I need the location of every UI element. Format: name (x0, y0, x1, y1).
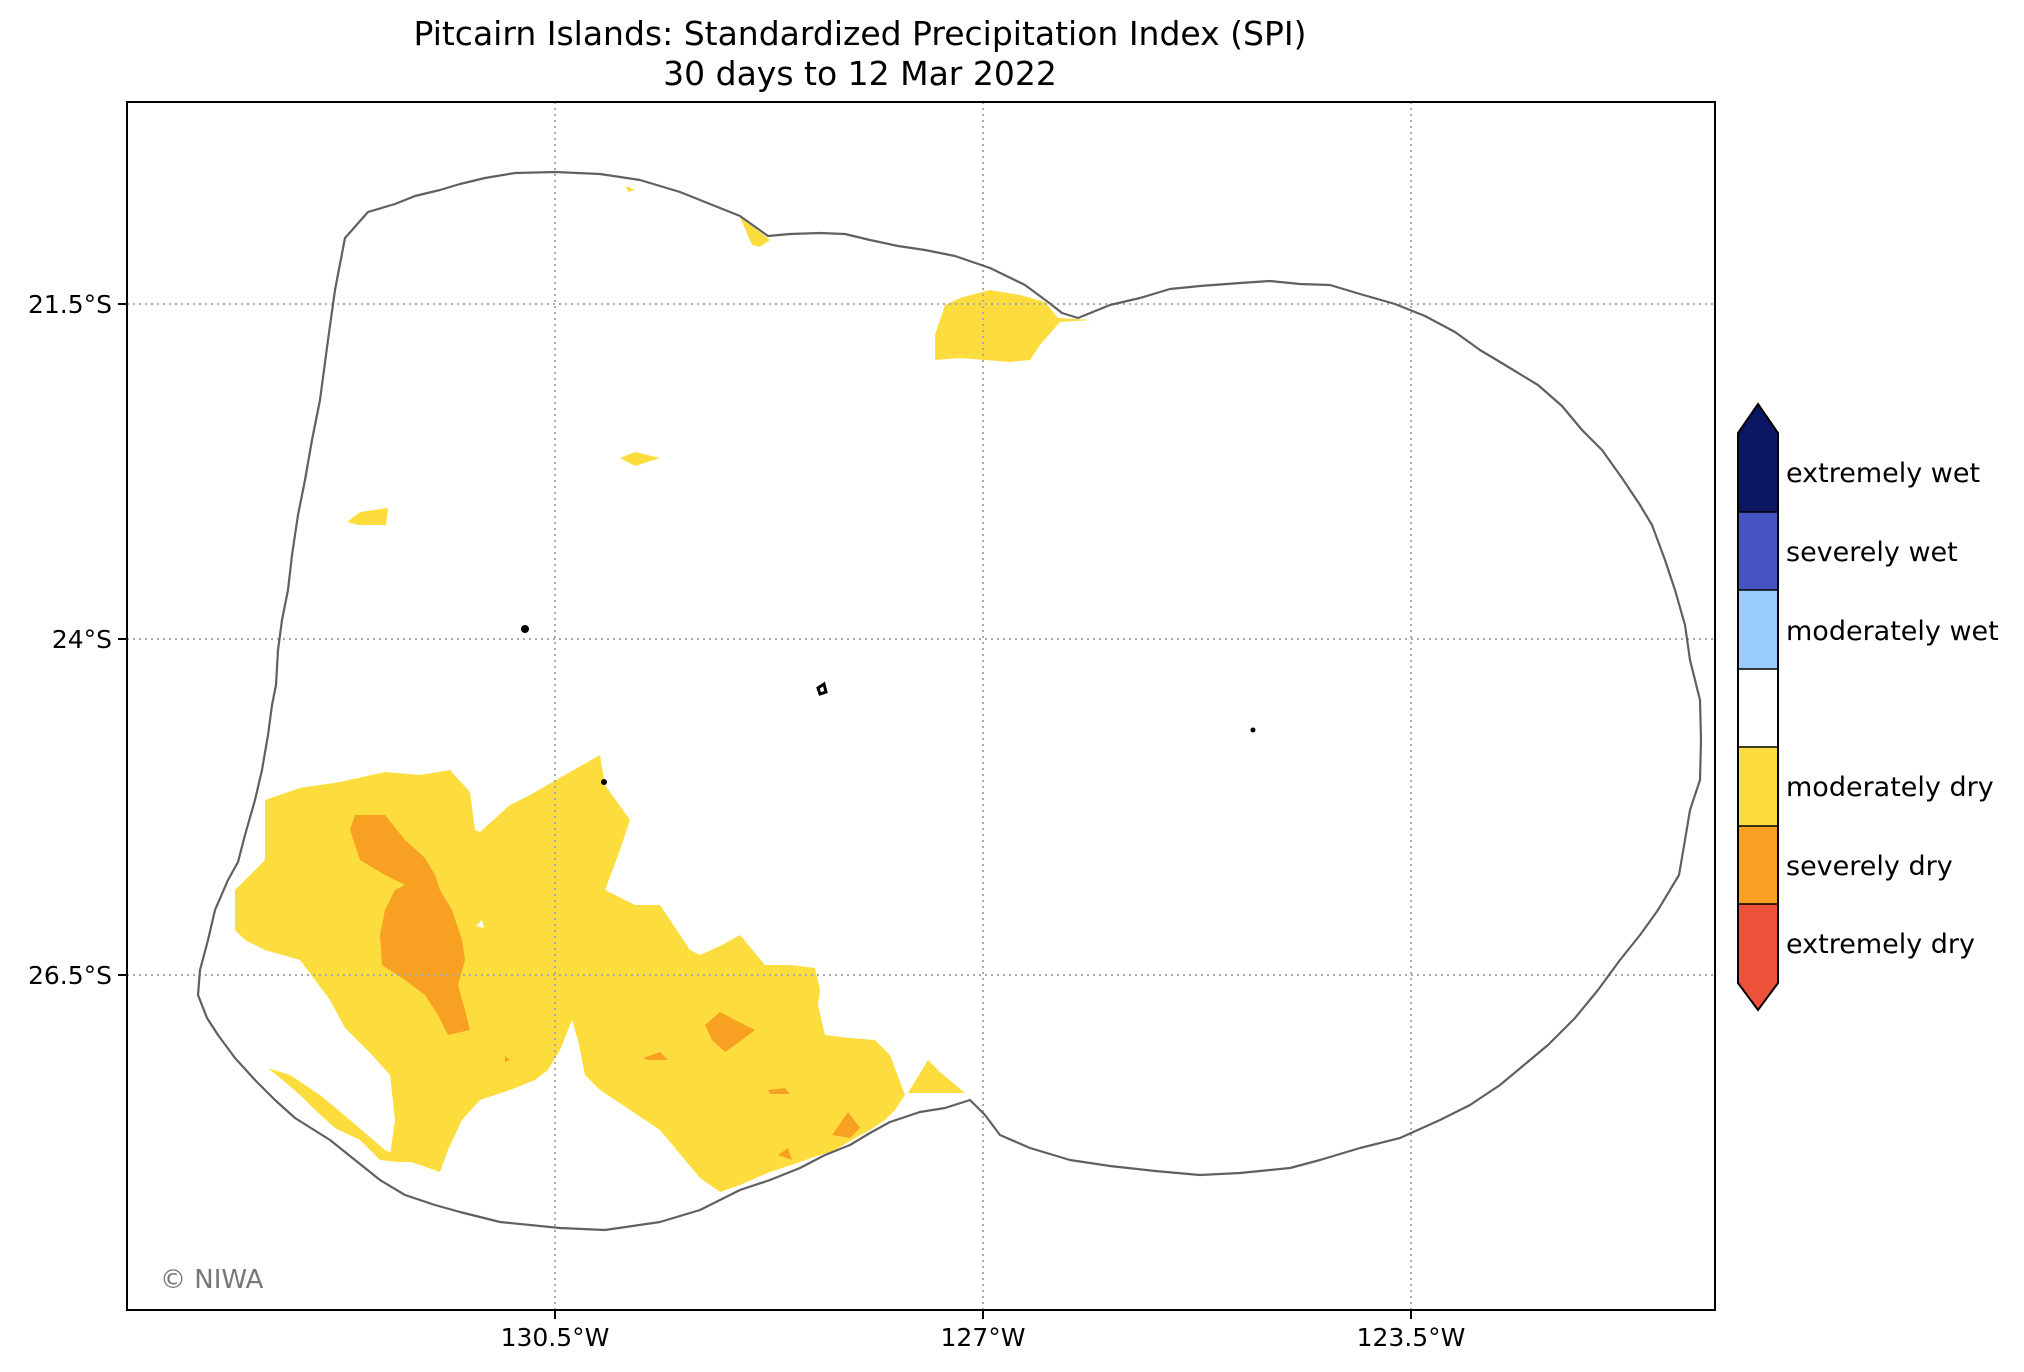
colorbar-bottom-extension (1738, 983, 1778, 1010)
legend-label-extremely-dry: extremely dry (1786, 929, 1975, 960)
island-henderson (816, 681, 828, 696)
severe-dry-area-speck-3 (778, 1148, 792, 1160)
severe-dry-area-south (832, 1112, 860, 1138)
severely-dry-areas (350, 815, 860, 1160)
eez-boundary (196, 170, 1703, 1232)
niwa-credit: © NIWA (160, 1265, 264, 1295)
colorbar-dividers (1738, 511, 1778, 905)
dry-area-southwest-strip (268, 1068, 415, 1162)
spi-legend: extremely wet severely wet moderately we… (1737, 402, 1999, 1012)
severe-dry-area-center (705, 1012, 755, 1052)
dry-area-north-sliver (740, 217, 770, 247)
dry-area-small-west (347, 508, 388, 525)
legend-swatch-normal (1738, 669, 1778, 747)
legend-label-extremely-wet: extremely wet (1786, 458, 1980, 489)
lat-label-26-5: 26.5°S (28, 961, 112, 990)
lat-label-24: 24°S (52, 625, 112, 654)
axis-ticks (118, 303, 1412, 1319)
colorbar-top-extension (1738, 404, 1778, 433)
legend-label-severely-dry: severely dry (1786, 851, 1953, 882)
severe-dry-area-west (350, 815, 470, 1035)
map-panel: © NIWA (126, 101, 1716, 1311)
island-ducie-dot (521, 625, 529, 633)
lon-label-130-5: 130.5°W (501, 1323, 610, 1352)
dry-area-south-triangle (908, 1060, 965, 1093)
legend-label-moderately-wet: moderately wet (1786, 616, 1999, 647)
map-frame (126, 101, 1716, 1311)
dry-area-small-north (620, 452, 660, 466)
severe-dry-area-speck-4 (505, 1056, 510, 1062)
legend-swatch-moderately-wet (1738, 590, 1778, 669)
island-dot-east (1250, 727, 1256, 733)
graticule (127, 102, 1715, 1310)
dry-area-northeast (935, 290, 1092, 362)
legend-swatch-moderately-dry (1738, 747, 1778, 826)
normal-notch (476, 920, 484, 928)
islands (521, 625, 1256, 785)
legend-label-moderately-dry: moderately dry (1786, 772, 1994, 803)
colorbar-outline (1737, 402, 1779, 1012)
legend-swatch-severely-dry (1738, 826, 1778, 904)
legend-swatch-severely-wet (1738, 512, 1778, 590)
legend-swatch-extremely-wet (1738, 433, 1778, 512)
severe-dry-area-speck-2 (768, 1088, 790, 1094)
legend-swatch-extremely-dry (1738, 904, 1778, 983)
lon-label-127: 127°W (941, 1323, 1026, 1352)
legend-label-severely-wet: severely wet (1786, 537, 1958, 568)
dry-area-north-speck (626, 186, 635, 192)
map-subtitle: 30 days to 12 Mar 2022 (663, 54, 1057, 93)
lat-label-21-5: 21.5°S (28, 290, 112, 319)
island-dot-southwest (601, 779, 607, 785)
severe-dry-area-speck-1 (643, 1052, 668, 1060)
lon-label-123-5: 123.5°W (1357, 1323, 1466, 1352)
map-title: Pitcairn Islands: Standardized Precipita… (413, 14, 1307, 53)
map-background (127, 102, 1715, 1310)
